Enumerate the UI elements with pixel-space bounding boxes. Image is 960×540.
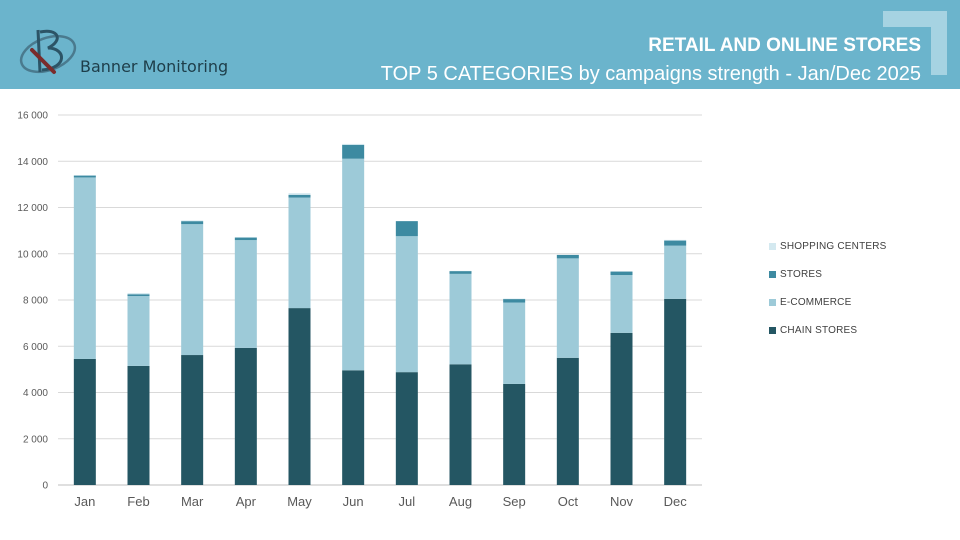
legend-swatch <box>769 242 776 250</box>
bar-segment-e-commerce <box>503 302 526 384</box>
chart-legend: SHOPPING CENTERS STORES E-COMMERCE CHAIN… <box>769 232 887 344</box>
x-tick-label: Aug <box>449 494 472 509</box>
bar-segment-e-commerce <box>181 224 204 356</box>
bar-segment-shopping-centers <box>664 239 687 241</box>
header-banner: Banner Monitoring RETAIL AND ONLINE STOR… <box>0 0 960 89</box>
y-tick-label: 12 000 <box>17 203 48 214</box>
bar-segment-e-commerce <box>234 240 257 348</box>
bar-segment-e-commerce <box>449 273 472 365</box>
bar-segment-e-commerce <box>664 245 687 299</box>
bar-segment-stores <box>181 221 204 225</box>
bar-segment-chain-stores <box>449 364 472 485</box>
page-title: RETAIL AND ONLINE STORES <box>648 35 921 56</box>
legend-item-shopping-centers: SHOPPING CENTERS <box>769 232 887 260</box>
bar-segment-stores <box>449 271 472 274</box>
bar-segment-chain-stores <box>288 308 311 485</box>
corner-bracket-icon <box>883 11 947 75</box>
legend-item-chain-stores: CHAIN STORES <box>769 316 887 344</box>
bar-segment-stores <box>395 221 418 237</box>
bar-segment-chain-stores <box>664 298 687 485</box>
x-tick-label: May <box>287 494 312 509</box>
bar-segment-e-commerce <box>342 158 365 371</box>
y-tick-label: 10 000 <box>17 249 48 260</box>
page-subtitle: TOP 5 CATEGORIES by campaigns strength -… <box>380 63 921 85</box>
bar-segment-shopping-centers <box>342 143 365 145</box>
bar-segment-e-commerce <box>288 197 311 309</box>
bar-segment-chain-stores <box>503 383 526 485</box>
legend-swatch <box>769 326 776 334</box>
legend-label: SHOPPING CENTERS <box>780 240 887 252</box>
x-tick-label: Nov <box>610 494 634 509</box>
legend-item-e-commerce: E-COMMERCE <box>769 288 887 316</box>
x-tick-label: Jan <box>74 494 95 509</box>
stacked-bar-chart: 0 2 000 4 000 6 000 8 000 10 000 12 000 14 000 1… <box>17 111 702 509</box>
x-tick-label: Sep <box>503 494 526 509</box>
x-tick-label: Feb <box>127 494 149 509</box>
bar-segment-e-commerce <box>556 258 579 358</box>
bar-segment-stores <box>342 144 365 159</box>
bar-segment-stores <box>288 194 311 198</box>
bar-segment-chain-stores <box>395 372 418 485</box>
bar-segment-chain-stores <box>234 347 257 485</box>
bar-segment-stores <box>73 175 96 178</box>
bar-segment-chain-stores <box>181 355 204 485</box>
y-tick-label: 2 000 <box>23 434 48 445</box>
legend-swatch <box>769 298 776 306</box>
x-tick-label: Jun <box>343 494 364 509</box>
bar-segment-stores <box>556 254 579 259</box>
x-tick-label: Mar <box>181 494 204 509</box>
y-tick-label: 0 <box>42 481 48 492</box>
x-tick-label: Oct <box>558 494 579 509</box>
bar-segment-stores <box>234 237 257 241</box>
bar-segment-e-commerce <box>73 177 96 359</box>
legend-label: CHAIN STORES <box>780 324 858 336</box>
x-tick-label: Dec <box>664 494 688 509</box>
bar-segment-shopping-centers <box>181 220 204 222</box>
brand-name: Banner Monitoring <box>80 57 229 76</box>
x-tick-label: Apr <box>236 494 257 509</box>
bar-segment-chain-stores <box>73 358 96 485</box>
y-tick-label: 4 000 <box>23 388 48 399</box>
bar-segment-stores <box>610 271 633 276</box>
y-tick-label: 8 000 <box>23 296 48 307</box>
bar-segment-e-commerce <box>610 275 633 333</box>
legend-swatch <box>769 270 776 278</box>
bar-segment-stores <box>664 240 687 246</box>
bar-segment-chain-stores <box>556 357 579 485</box>
bar-segment-stores <box>127 294 150 297</box>
y-tick-label: 14 000 <box>17 157 48 168</box>
b-logo-icon <box>19 29 77 74</box>
bar-segment-chain-stores <box>610 332 633 485</box>
bar-segment-shopping-centers <box>127 293 150 295</box>
bar-segment-shopping-centers <box>288 193 311 195</box>
bar-segment-chain-stores <box>342 370 365 485</box>
y-tick-label: 6 000 <box>23 342 48 353</box>
legend-item-stores: STORES <box>769 260 887 288</box>
bar-segment-e-commerce <box>395 236 418 373</box>
x-tick-label: Jul <box>399 494 416 509</box>
legend-label: E-COMMERCE <box>780 296 852 308</box>
legend-label: STORES <box>780 268 823 280</box>
y-tick-label: 16 000 <box>17 111 48 122</box>
bar-segment-e-commerce <box>127 296 150 366</box>
bar-segment-chain-stores <box>127 365 150 485</box>
bar-segment-stores <box>503 299 526 303</box>
